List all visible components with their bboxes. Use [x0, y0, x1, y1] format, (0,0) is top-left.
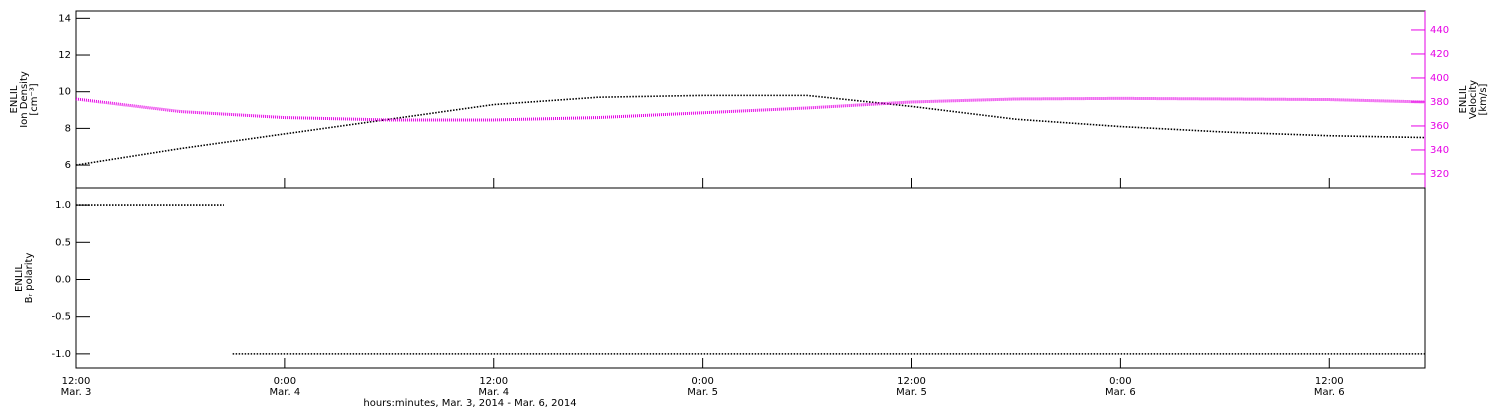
x-tick-label: 12:00	[897, 376, 926, 387]
y-tick-label: 0.5	[55, 237, 71, 248]
y-tick-label: 8	[65, 123, 71, 134]
x-tick-label: 12:00	[62, 376, 91, 387]
y-tick-label: 10	[58, 87, 71, 98]
y-tick-label: 14	[58, 13, 71, 24]
x-tick-label: 0:00	[274, 376, 296, 387]
x-tick-label: Mar. 5	[896, 387, 927, 398]
y-axis-label: [cm⁻³]	[29, 83, 40, 115]
x-tick-label: Mar. 4	[270, 387, 301, 398]
y-axis-label: Ion Density	[19, 71, 30, 128]
x-tick-label: Mar. 6	[1105, 387, 1136, 398]
y2-tick-label: 400	[1430, 73, 1449, 84]
x-tick-label: Mar. 3	[61, 387, 92, 398]
y2-tick-label: 340	[1430, 145, 1449, 156]
y2-tick-label: 320	[1430, 169, 1449, 180]
x-axis-label: hours:minutes, Mar. 3, 2014 - Mar. 6, 20…	[363, 398, 576, 409]
y2-axis-label: Velocity	[1468, 80, 1479, 119]
y2-axis-label: ENLIL	[1458, 85, 1469, 113]
y-tick-label: 0.0	[55, 274, 71, 285]
x-tick-label: 0:00	[1109, 376, 1131, 387]
y-tick-label: 12	[58, 50, 71, 61]
y2-tick-label: 380	[1430, 97, 1449, 108]
y2-tick-label: 360	[1430, 121, 1449, 132]
x-tick-label: Mar. 6	[1314, 387, 1345, 398]
y-axis-label: ENLIL	[9, 85, 20, 113]
plot-frame	[75, 187, 1426, 369]
y2-tick-label: 440	[1430, 25, 1449, 36]
y-tick-label: -0.5	[51, 312, 71, 323]
y-tick-label: 6	[65, 160, 71, 171]
series-line	[75, 94, 1426, 166]
y2-tick-label: 420	[1430, 49, 1449, 60]
y-axis-label: Bᵣ polarity	[24, 253, 35, 304]
y2-axis-label: [km/s]	[1478, 83, 1489, 115]
y-tick-label: 1.0	[55, 200, 71, 211]
x-tick-label: 12:00	[1315, 376, 1344, 387]
x-tick-label: 0:00	[691, 376, 713, 387]
y-tick-label: -1.0	[51, 349, 71, 360]
y-axis-label: ENLIL	[14, 264, 25, 292]
x-tick-label: Mar. 4	[478, 387, 509, 398]
x-tick-label: 12:00	[479, 376, 508, 387]
x-tick-label: Mar. 5	[687, 387, 718, 398]
series-line	[75, 96, 1426, 122]
series-line	[76, 204, 1425, 355]
